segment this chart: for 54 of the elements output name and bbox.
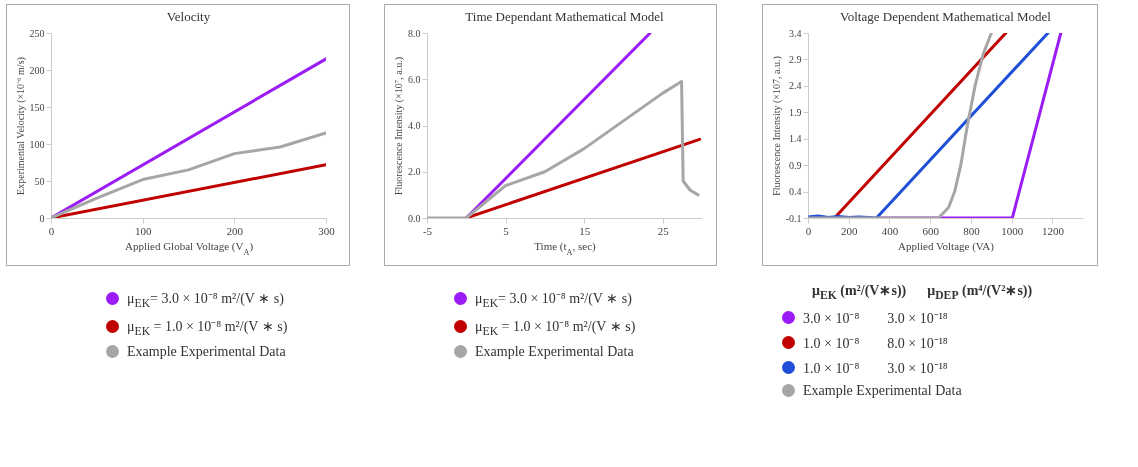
- x-tick-label: 600: [922, 224, 940, 237]
- x-tick-label: 0: [805, 224, 812, 237]
- y-tick-label: 1.9: [789, 106, 802, 118]
- x-axis-title: Applied Global Voltage (V$_{A}$): [124, 239, 254, 256]
- y-tick-label: 4.0: [408, 120, 421, 131]
- x-axis-title: Applied Voltage (VA): [898, 239, 995, 253]
- y-axis-title: Fluorescence Intensity (×107, a.u.): [770, 56, 783, 196]
- x-tick-label: 0: [48, 224, 55, 237]
- x-tick-label: 200: [840, 224, 858, 237]
- y-tick-label: 2.9: [789, 53, 802, 65]
- legend-label: Example Experimental Data: [803, 382, 962, 399]
- y-tick-label: 2.0: [408, 166, 421, 178]
- legend-label: 1.0 × 10⁻⁸ 8.0 × 10⁻¹⁸: [803, 334, 948, 352]
- legend-label: μ$_{EK}$= 3.0 × 10⁻⁸ m²/(V ∗ s): [127, 290, 284, 310]
- x-tick-label: -5: [422, 224, 433, 237]
- x-tick-label: 200: [226, 224, 244, 237]
- chart-title: Voltage Dependent Mathematical Model: [840, 9, 1052, 24]
- x-tick-label: 25: [657, 224, 670, 237]
- chart-title: Time Dependant Mathematical Model: [465, 9, 665, 24]
- legend-label: μ$_{EK}$ = 1.0 × 10⁻⁸ m²/(V ∗ s): [475, 317, 636, 338]
- y-tick-label: 0: [39, 212, 45, 224]
- y-tick-label: 0.9: [789, 159, 802, 171]
- chart-title: Velocity: [166, 9, 211, 24]
- y-tick-label: 250: [29, 27, 45, 39]
- legend-label: μ$_{EK}$= 3.0 × 10⁻⁸ m²/(V ∗ s): [475, 290, 632, 310]
- y-tick-label: 150: [29, 101, 45, 113]
- y-axis-title: Fluorescence Intensity (×10⁷, a.u.): [393, 57, 405, 195]
- x-tick-label: 1000: [1001, 224, 1024, 237]
- legend-title: μ$_{EK}$ (m²/(V∗s)) μ$_{DEP}$ (m⁴/(V²∗s)): [811, 282, 1034, 302]
- legend-label: Example Experimental Data: [127, 343, 286, 360]
- legend-label: 3.0 × 10⁻⁸ 3.0 × 10⁻¹⁸: [803, 309, 948, 327]
- y-tick-label: 2.4: [789, 80, 802, 92]
- x-tick-label: 1200: [1041, 224, 1065, 237]
- legend-label: Example Experimental Data: [475, 343, 634, 360]
- y-tick-label: 1.4: [789, 133, 802, 145]
- y-tick-label: 8.0: [408, 27, 421, 39]
- x-tick-label: 800: [963, 224, 981, 237]
- x-tick-label: 100: [134, 224, 152, 237]
- x-tick-label: 400: [881, 224, 899, 237]
- x-tick-label: 15: [579, 224, 591, 237]
- y-tick-label: -0.1: [785, 212, 802, 224]
- y-tick-label: 100: [29, 138, 45, 150]
- y-tick-label: 0.0: [408, 212, 421, 224]
- legend-label: μ$_{EK}$ = 1.0 × 10⁻⁸ m²/(V ∗ s): [127, 317, 288, 338]
- y-axis-title: Experimental Velocity (×10⁻⁶ m/s): [14, 57, 27, 195]
- y-tick-label: 200: [29, 64, 45, 76]
- y-tick-label: 50: [34, 175, 45, 187]
- y-tick-label: 0.4: [789, 186, 802, 198]
- x-axis-title: Time (t$_{A}$, sec): [534, 239, 597, 256]
- x-tick-label: 5: [503, 224, 510, 237]
- x-tick-label: 300: [318, 224, 336, 237]
- legend-label: 1.0 × 10⁻⁸ 3.0 × 10⁻¹⁸: [803, 359, 948, 377]
- y-tick-label: 6.0: [408, 73, 421, 85]
- y-tick-label: 3.4: [789, 27, 802, 39]
